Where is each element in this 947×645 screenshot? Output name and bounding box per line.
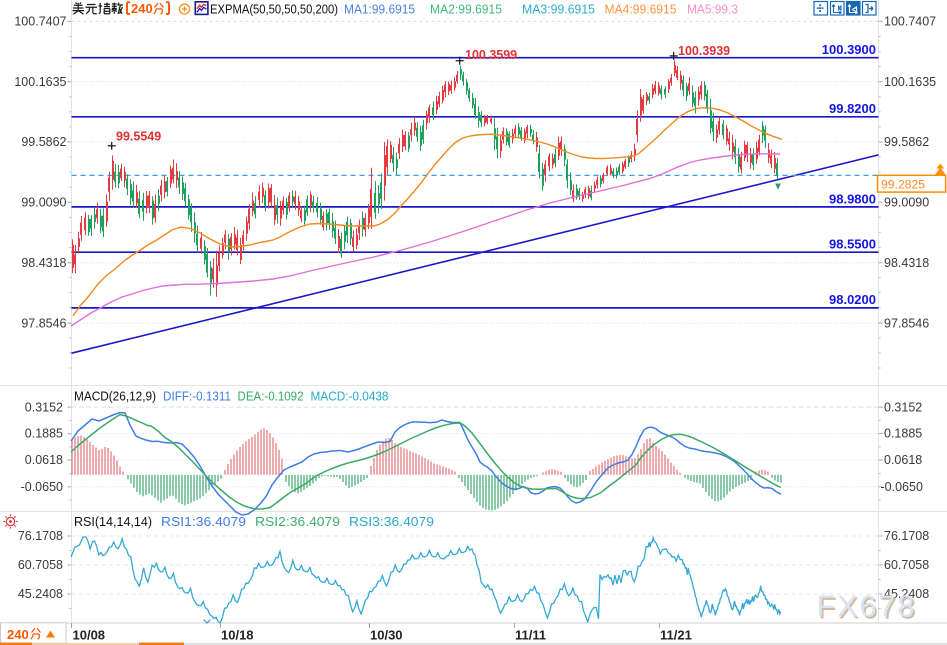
svg-text:240: 240 — [7, 627, 29, 642]
svg-text:0.3152: 0.3152 — [884, 400, 922, 414]
svg-text:RSI2:36.4079: RSI2:36.4079 — [255, 514, 340, 529]
svg-text:45.2408: 45.2408 — [884, 587, 929, 601]
svg-text:100.1635: 100.1635 — [14, 75, 66, 89]
svg-text:0.1885: 0.1885 — [25, 427, 63, 441]
svg-text:100.3900: 100.3900 — [822, 42, 876, 57]
svg-text:10/30: 10/30 — [370, 628, 403, 643]
svg-text:240: 240 — [131, 1, 153, 16]
svg-text:EXPMA(50,50,50,50,200): EXPMA(50,50,50,50,200) — [210, 2, 338, 17]
svg-text:100.3939: 100.3939 — [678, 44, 730, 58]
svg-text:97.8546: 97.8546 — [21, 316, 66, 330]
svg-text:99.5549: 99.5549 — [116, 130, 161, 144]
svg-text:98.4318: 98.4318 — [884, 256, 929, 270]
svg-text:99.5862: 99.5862 — [21, 135, 66, 149]
svg-text:MACD:-0.0438: MACD:-0.0438 — [311, 389, 389, 404]
svg-text:100.7407: 100.7407 — [14, 15, 66, 29]
svg-text:10/18: 10/18 — [221, 628, 254, 643]
svg-text:60.7058: 60.7058 — [884, 558, 929, 572]
svg-text:MA2:99.6915: MA2:99.6915 — [430, 2, 502, 17]
svg-text:11/11: 11/11 — [515, 628, 546, 643]
svg-text:RSI3:36.4079: RSI3:36.4079 — [349, 514, 434, 529]
svg-text:100.7407: 100.7407 — [884, 15, 936, 29]
svg-text:60.7058: 60.7058 — [18, 558, 63, 572]
svg-text:0.3152: 0.3152 — [25, 400, 63, 414]
svg-text:MA3:99.6915: MA3:99.6915 — [522, 2, 595, 17]
svg-text:99.0090: 99.0090 — [884, 196, 929, 210]
svg-text:11/21: 11/21 — [660, 628, 692, 643]
svg-text:-0.0650: -0.0650 — [881, 480, 923, 494]
svg-text:100.3599: 100.3599 — [465, 48, 517, 62]
svg-text:76.1708: 76.1708 — [884, 529, 929, 543]
svg-text:DEA:-0.1092: DEA:-0.1092 — [238, 389, 304, 404]
svg-text:0.1885: 0.1885 — [884, 427, 922, 441]
svg-text:45.2408: 45.2408 — [18, 587, 63, 601]
svg-text:MA1:99.6915: MA1:99.6915 — [344, 2, 415, 17]
svg-text:FX678: FX678 — [818, 591, 918, 625]
svg-text:98.4318: 98.4318 — [21, 256, 66, 270]
svg-text:RSI1:36.4079: RSI1:36.4079 — [161, 514, 246, 529]
svg-text:-0.0650: -0.0650 — [21, 480, 63, 494]
svg-text:10/08: 10/08 — [73, 628, 106, 643]
svg-text:99.5862: 99.5862 — [884, 135, 929, 149]
svg-text:MA4:99.6915: MA4:99.6915 — [605, 2, 677, 17]
svg-text:MACD(26,12,9): MACD(26,12,9) — [74, 389, 156, 404]
svg-text:DIFF:-0.1311: DIFF:-0.1311 — [163, 389, 231, 404]
svg-text:0.0618: 0.0618 — [884, 453, 922, 467]
svg-text:99.0090: 99.0090 — [21, 196, 66, 210]
svg-text:100.1635: 100.1635 — [884, 75, 936, 89]
svg-text:99.2825: 99.2825 — [881, 177, 925, 191]
svg-text:76.1708: 76.1708 — [18, 529, 63, 543]
svg-text:97.8546: 97.8546 — [884, 316, 929, 330]
svg-text:98.0200: 98.0200 — [829, 292, 876, 307]
svg-text:99.8200: 99.8200 — [829, 101, 876, 116]
svg-text:RSI(14,14,14): RSI(14,14,14) — [74, 514, 152, 529]
svg-text:FX678: FX678 — [817, 590, 917, 624]
svg-text:MA5:99.3: MA5:99.3 — [687, 2, 738, 17]
svg-text:98.5500: 98.5500 — [829, 237, 876, 252]
svg-text:98.9800: 98.9800 — [829, 192, 876, 207]
svg-text:0.0618: 0.0618 — [25, 453, 63, 467]
